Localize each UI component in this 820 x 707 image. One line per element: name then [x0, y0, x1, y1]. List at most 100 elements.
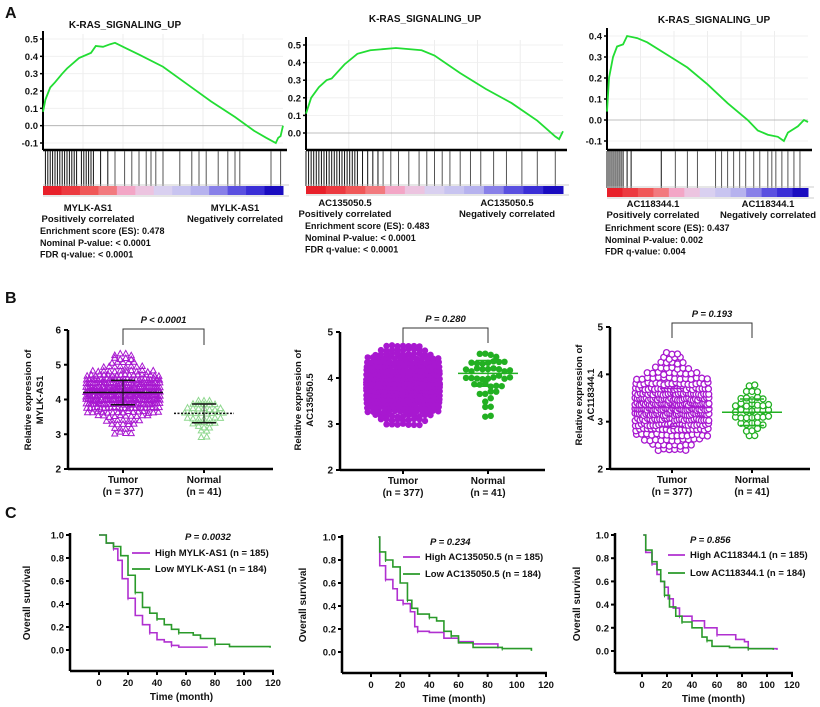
data-point	[468, 374, 475, 382]
data-point	[135, 375, 143, 384]
data-point	[99, 396, 108, 404]
y-tick-label: 0.1	[288, 111, 302, 122]
x-tick-label: 20	[395, 680, 406, 691]
data-point	[673, 350, 682, 358]
data-point	[703, 432, 712, 440]
data-point	[388, 412, 396, 420]
data-point	[189, 404, 197, 412]
data-point	[183, 403, 192, 411]
data-point	[138, 411, 147, 419]
data-point	[100, 370, 108, 378]
data-point	[149, 366, 158, 374]
rank-color-segment	[464, 186, 485, 194]
data-point	[200, 423, 208, 431]
data-point	[124, 383, 133, 391]
gsea-stat: Nominal P-value: < 0.0001	[40, 238, 151, 248]
data-point	[120, 403, 129, 412]
data-point	[110, 351, 119, 359]
data-point	[99, 366, 108, 374]
data-point	[194, 404, 203, 412]
data-point	[410, 350, 418, 358]
x-tick-label: 100	[509, 680, 525, 691]
legend-label: Low AC135050.5 (n = 184)	[425, 569, 541, 580]
y-tick-label: 0.0	[589, 116, 602, 127]
y-tick-label: 0.4	[596, 600, 610, 611]
y-tick-label: 0.1	[589, 95, 603, 106]
data-point	[380, 355, 388, 363]
data-point	[399, 413, 407, 420]
x-tick-label: 20	[662, 680, 673, 691]
data-point	[416, 421, 423, 429]
negative-correlated-label: Negatively correlated	[187, 214, 283, 225]
y-tick-label: -0.1	[586, 137, 603, 148]
rank-color-segment	[761, 188, 778, 197]
x-tick-label: 60	[181, 678, 192, 689]
data-point	[116, 424, 125, 432]
data-point	[121, 411, 130, 419]
data-point	[383, 347, 390, 355]
data-point	[141, 387, 149, 395]
rank-color-segment	[246, 186, 266, 195]
data-point	[493, 353, 500, 361]
y-tick-label: 0.2	[596, 623, 609, 634]
data-point	[95, 396, 104, 404]
rank-color-segment	[153, 186, 173, 195]
data-point	[399, 347, 407, 354]
data-point	[197, 408, 206, 416]
data-point	[493, 388, 500, 395]
data-point	[487, 412, 494, 420]
data-point	[141, 400, 149, 408]
data-point	[102, 416, 111, 424]
data-point	[125, 370, 134, 378]
data-point	[88, 366, 97, 374]
data-point	[101, 400, 110, 408]
rank-color-segment	[61, 186, 81, 195]
y-tick-label: 0.2	[25, 87, 38, 98]
rank-color-segment	[172, 186, 192, 195]
rank-color-segment	[345, 186, 366, 194]
legend-label: Low MYLK-AS1 (n = 184)	[155, 564, 267, 575]
data-point	[106, 382, 114, 391]
data-point	[132, 367, 141, 375]
data-point	[110, 367, 119, 375]
data-point	[108, 419, 116, 427]
rank-color-segment	[404, 186, 426, 194]
rank-color-segment	[777, 188, 794, 197]
data-point	[86, 403, 95, 411]
data-point	[156, 395, 164, 403]
y-tick-label: 2	[55, 465, 61, 476]
data-point	[127, 429, 136, 437]
rank-color-segment	[684, 188, 701, 197]
data-point	[100, 375, 108, 383]
data-point	[144, 408, 153, 416]
p-value-label: P = 0.0032	[185, 532, 232, 543]
data-point	[764, 400, 773, 409]
data-point	[416, 413, 423, 420]
y-tick-label: 0.3	[288, 76, 301, 87]
y-tick-label: 0.4	[288, 58, 302, 69]
data-point	[105, 362, 114, 370]
data-point	[98, 408, 107, 416]
data-point	[127, 366, 136, 374]
data-point	[97, 399, 105, 407]
data-point	[205, 405, 214, 413]
y-tick-label: 0.4	[25, 52, 39, 63]
data-point	[364, 359, 371, 366]
data-point	[103, 408, 112, 416]
data-point	[703, 375, 711, 383]
data-point	[83, 371, 91, 379]
data-point	[191, 409, 200, 417]
y-tick-label: 0.5	[25, 35, 39, 46]
y-tick-label: 0.0	[51, 646, 64, 657]
x-tick-label: 0	[639, 680, 644, 691]
panel-label-a: A	[5, 5, 17, 22]
data-point	[399, 342, 407, 350]
y-tick-label: 3	[327, 420, 333, 431]
data-point	[506, 367, 514, 374]
data-point	[115, 379, 124, 387]
data-point	[693, 369, 701, 377]
data-point	[146, 375, 155, 383]
data-point	[155, 371, 163, 379]
positive-correlated-label: Positively correlated	[42, 214, 135, 225]
data-point	[194, 396, 203, 404]
